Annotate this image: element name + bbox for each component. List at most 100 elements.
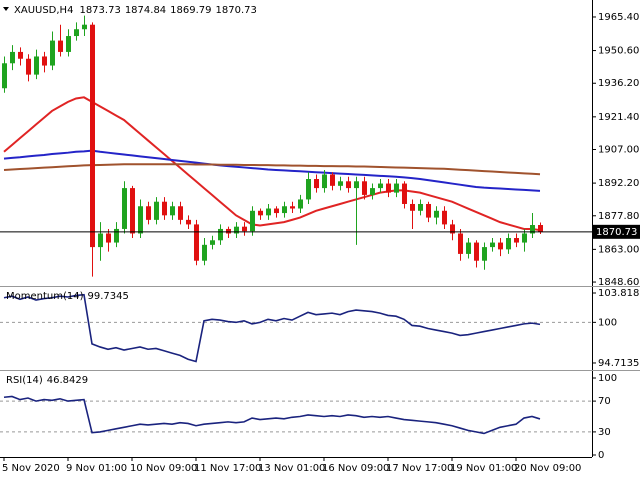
candle-body [386,183,391,193]
candle-body [154,201,159,220]
candle-body [354,181,359,189]
candle-body [242,226,247,232]
candle-body [10,51,15,64]
y-tick-label: 100 [598,373,617,384]
indicator-title: Momentum(14) [6,291,84,302]
candle-body [98,233,103,248]
candle-body [34,56,39,75]
y-tick-label: 1848.60 [598,277,639,288]
y-tick-label: 100 [598,317,617,328]
x-tick-label: 13 Nov 01:00 [258,463,325,474]
candle-body [394,183,399,193]
candle-body [290,206,295,209]
candle-body [514,238,519,243]
x-tick-label: 17 Nov 17:00 [386,463,453,474]
candle-body [466,242,471,254]
candle-body [114,228,119,243]
indicator-line [3,293,541,363]
candle-body [530,225,535,234]
candle-body [234,226,239,234]
candle-body [474,242,479,261]
y-tick-label: 70 [598,396,611,407]
candle-body [82,24,87,30]
candle-body [338,181,343,186]
current-price-label: 1870.73 [596,227,637,238]
candle-body [122,188,127,229]
y-tick-label: 103.8183 [598,288,640,299]
x-tick-label: 11 Nov 17:00 [194,463,261,474]
candle-body [418,203,423,211]
candle-body [282,206,287,214]
candle-body [538,225,543,232]
candle-body [402,183,407,204]
candle-body [346,181,351,189]
candle-body [194,224,199,261]
candle-body [210,240,215,245]
y-tick-label: 1877.80 [598,211,639,222]
x-tick-label: 16 Nov 09:00 [322,463,389,474]
candle-body [522,233,527,243]
indicator-value: 46.8429 [47,375,88,386]
candle-body [66,36,71,52]
ohlc-value: 1873.73 [79,5,120,16]
candle-body [90,24,95,248]
candle-body [426,203,431,218]
candle-body [378,183,383,189]
candle-body [186,219,191,225]
ohlc-value: 1869.79 [170,5,211,16]
candle-body [330,174,335,186]
candle-body [50,40,55,66]
candle-body [218,228,223,241]
y-tick-label: 1965.40 [598,12,639,23]
ohlc-value: 1874.84 [125,5,166,16]
candle-body [106,233,111,243]
candle-body [26,58,31,75]
candle-body [58,40,63,52]
candle-body [442,210,447,225]
ohlc-value: 1870.73 [216,5,257,16]
y-tick-label: 94.7135 [598,358,639,369]
candle-body [458,233,463,254]
candle-body [170,206,175,216]
candle-body [74,29,79,37]
y-tick-label: 1936.20 [598,78,639,89]
candle-body [298,199,303,209]
candle-body [450,224,455,234]
y-tick-label: 1863.00 [598,244,639,255]
candle-body [362,181,367,195]
indicator-value: 99.7345 [88,291,129,302]
x-tick-label: 20 Nov 09:00 [514,463,581,474]
candle-body [306,179,311,200]
candle-body [274,208,279,214]
candle-body [202,244,207,261]
y-tick-label: 0 [598,450,604,461]
indicator-title: RSI(14) [6,375,43,386]
candle-body [370,188,375,195]
x-tick-label: 5 Nov 2020 [2,463,60,474]
candle-body [258,210,263,216]
candle-body [266,208,271,216]
candle-body [138,206,143,234]
candle-body [322,174,327,189]
x-tick-label: 19 Nov 01:00 [450,463,517,474]
candle-body [18,51,23,59]
candle-body [178,206,183,220]
candle-body [226,228,231,234]
candle-body [482,247,487,261]
x-tick-label: 9 Nov 01:00 [66,463,127,474]
candle-body [162,201,167,216]
candle-body [2,63,7,89]
candle-body [42,56,47,66]
candle-body [146,206,151,220]
y-tick-label: 1921.40 [598,112,639,123]
current-price-box [592,224,640,239]
y-tick-label: 1950.60 [598,46,639,57]
y-tick-label: 30 [598,427,611,438]
x-tick-label: 10 Nov 09:00 [130,463,197,474]
candle-body [490,242,495,248]
candle-body [506,238,511,250]
candle-body [130,188,135,234]
